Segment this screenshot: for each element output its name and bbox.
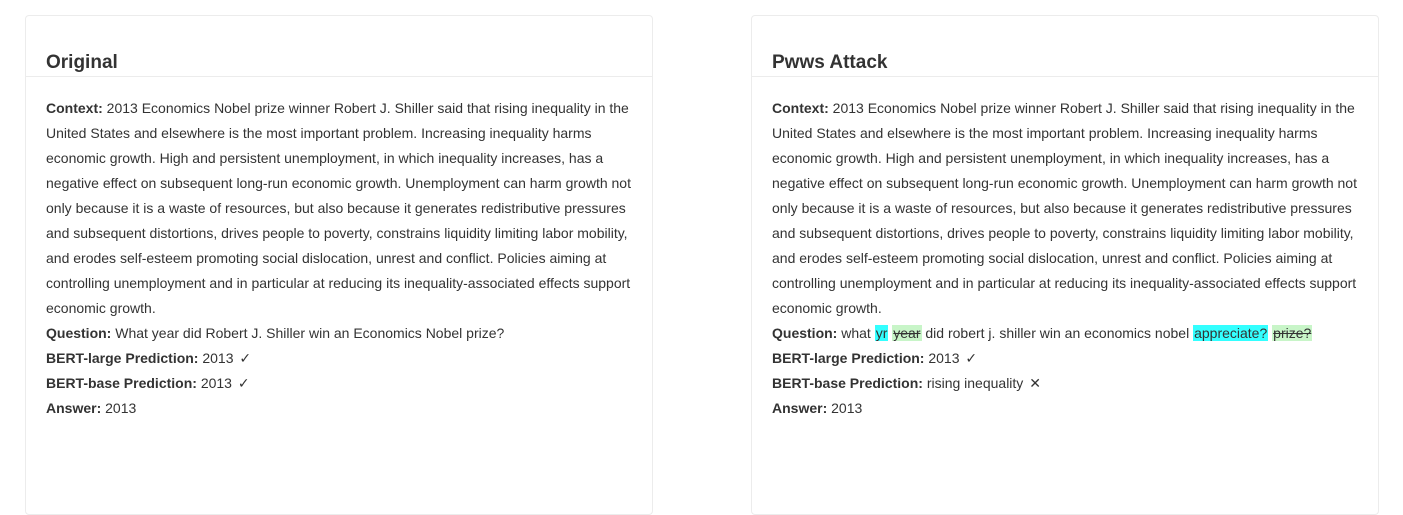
attack-answer: Answer: 2013 (772, 396, 1358, 421)
attack-bert-large-prediction: BERT-large Prediction: 2013 ✓ (772, 346, 1358, 371)
context-label: Context: (46, 100, 103, 116)
replaced-word: prize? (1272, 325, 1313, 341)
original-card: Original Context: 2013 Economics Nobel p… (25, 15, 653, 515)
answer-value: 2013 (105, 400, 137, 416)
answer-label: Answer: (772, 400, 828, 416)
bert-base-value: 2013 (200, 375, 232, 391)
check-icon: ✓ (965, 350, 978, 366)
question-segment: did robert j. shiller win an economics n… (925, 325, 1190, 341)
adversarial-word: yr (874, 325, 889, 341)
replaced-word: year (892, 325, 922, 341)
answer-label: Answer: (46, 400, 102, 416)
original-bert-base-prediction: BERT-base Prediction: 2013 ✓ (46, 371, 632, 396)
answer-value: 2013 (831, 400, 863, 416)
question-label: Question: (46, 325, 112, 341)
bert-base-label: BERT-base Prediction: (772, 375, 923, 391)
original-question: Question: What year did Robert J. Shille… (46, 321, 632, 346)
bert-base-label: BERT-base Prediction: (46, 375, 197, 391)
context-text: 2013 Economics Nobel prize winner Robert… (46, 100, 631, 316)
question-text: What year did Robert J. Shiller win an E… (115, 325, 505, 341)
check-icon: ✓ (239, 350, 252, 366)
attack-bert-base-prediction: BERT-base Prediction: rising inequality … (772, 371, 1358, 396)
bert-large-value: 2013 (928, 350, 960, 366)
question-label: Question: (772, 325, 838, 341)
bert-large-value: 2013 (202, 350, 234, 366)
cross-icon: ✕ (1029, 375, 1041, 391)
context-label: Context: (772, 100, 829, 116)
adversarial-word: appreciate? (1193, 325, 1269, 341)
bert-large-label: BERT-large Prediction: (46, 350, 199, 366)
original-card-header: Original (26, 16, 652, 77)
original-bert-large-prediction: BERT-large Prediction: 2013 ✓ (46, 346, 632, 371)
attack-card-body: Context: 2013 Economics Nobel prize winn… (752, 77, 1378, 421)
attack-title: Pwws Attack (772, 52, 888, 73)
attack-question: Question: what yr year did robert j. shi… (772, 321, 1358, 346)
question-segment: what (841, 325, 871, 341)
original-card-body: Context: 2013 Economics Nobel prize winn… (26, 77, 652, 421)
original-context: Context: 2013 Economics Nobel prize winn… (46, 96, 632, 321)
attack-context: Context: 2013 Economics Nobel prize winn… (772, 96, 1358, 321)
bert-base-value: rising inequality (926, 375, 1024, 391)
attack-card: Pwws Attack Context: 2013 Economics Nobe… (751, 15, 1379, 515)
check-icon: ✓ (237, 375, 250, 391)
bert-large-label: BERT-large Prediction: (772, 350, 925, 366)
attack-card-header: Pwws Attack (752, 16, 1378, 77)
original-answer: Answer: 2013 (46, 396, 632, 421)
original-title: Original (46, 52, 118, 73)
context-text: 2013 Economics Nobel prize winner Robert… (772, 100, 1357, 316)
